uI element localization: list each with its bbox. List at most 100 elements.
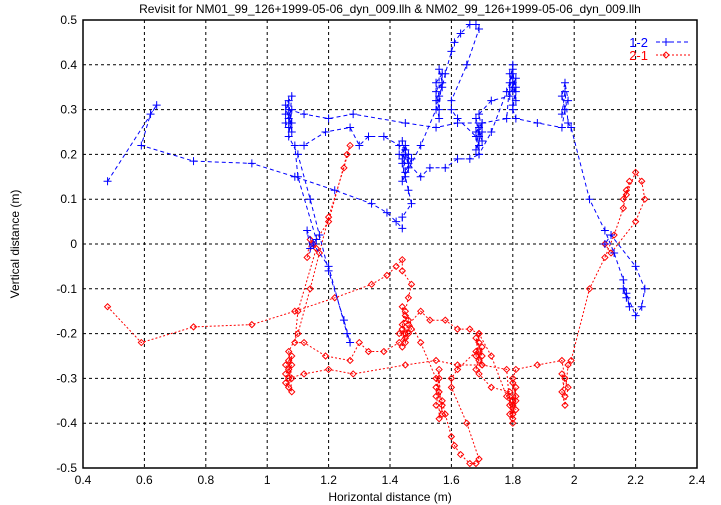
plot-area [103, 20, 649, 468]
data-point-1-2 [379, 132, 388, 141]
x-tick-label: 0.8 [197, 473, 214, 487]
data-point-2-1 [472, 365, 480, 374]
data-point-2-1 [441, 316, 449, 324]
data-point-1-2 [287, 105, 296, 114]
y-tick-label: -0.1 [56, 282, 77, 296]
data-point-1-2 [312, 235, 321, 244]
data-point-2-1 [401, 361, 410, 369]
data-point-1-2 [300, 110, 309, 119]
data-point-1-2 [398, 136, 407, 145]
data-point-2-1 [407, 280, 416, 289]
data-point-2-1 [631, 217, 640, 226]
y-tick-label: 0.3 [60, 103, 77, 117]
data-point-2-1 [512, 392, 520, 401]
series-line-1-2 [107, 24, 646, 343]
data-point-1-2 [564, 119, 573, 128]
x-axis-label: Horizontal distance (m) [328, 490, 451, 504]
y-axis-label: Vertical distance (m) [8, 190, 22, 299]
y-tick-label: -0.4 [56, 416, 77, 430]
y-tick-label: -0.5 [56, 461, 77, 475]
data-point-1-2 [247, 159, 256, 168]
data-point-1-2 [284, 96, 293, 105]
data-point-1-2 [511, 96, 520, 105]
data-point-2-1 [475, 347, 483, 356]
data-point-1-2 [349, 110, 358, 119]
data-point-2-1 [512, 397, 520, 405]
data-point-2-1 [398, 320, 406, 329]
data-point-1-2 [471, 114, 480, 123]
data-point-2-1 [281, 370, 290, 378]
data-point-1-2 [610, 248, 619, 257]
legend-marker-1-2 [662, 38, 670, 46]
data-point-1-2 [401, 119, 410, 128]
data-point-2-1 [509, 415, 517, 423]
data-point-2-1 [288, 374, 296, 383]
data-point-2-1 [432, 356, 440, 365]
data-point-1-2 [557, 123, 566, 132]
data-point-1-2 [462, 60, 471, 69]
data-point-1-2 [324, 114, 333, 123]
data-point-1-2 [471, 20, 480, 29]
data-point-2-1 [441, 410, 449, 418]
data-point-1-2 [502, 87, 511, 96]
data-point-2-1 [355, 338, 364, 347]
x-tick-label: 1.6 [443, 473, 460, 487]
data-point-2-1 [509, 419, 517, 427]
data-point-2-1 [398, 343, 406, 351]
data-point-1-2 [346, 123, 355, 132]
data-point-2-1 [303, 253, 311, 262]
data-point-2-1 [622, 191, 631, 199]
data-point-1-2 [622, 289, 631, 298]
data-point-1-2 [287, 128, 296, 136]
x-tick-label: 0.4 [75, 473, 92, 487]
data-point-2-1 [506, 401, 514, 409]
data-point-2-1 [509, 374, 517, 383]
data-point-2-1 [398, 255, 406, 264]
data-point-2-1 [533, 361, 542, 369]
data-point-2-1 [294, 307, 302, 315]
data-point-1-2 [395, 141, 404, 150]
data-point-1-2 [508, 105, 517, 114]
data-point-2-1 [564, 383, 572, 392]
data-point-1-2 [471, 132, 480, 141]
data-point-2-1 [398, 267, 406, 275]
data-point-1-2 [407, 154, 416, 163]
data-point-1-2 [631, 262, 640, 271]
data-point-1-2 [585, 195, 594, 204]
data-point-1-2 [300, 141, 309, 150]
data-point-1-2 [432, 123, 441, 132]
data-point-2-1 [248, 320, 256, 329]
data-point-1-2 [640, 284, 649, 293]
data-point-2-1 [512, 383, 520, 392]
data-point-1-2 [435, 92, 444, 101]
data-point-2-1 [324, 217, 333, 226]
data-point-2-1 [380, 347, 388, 356]
data-point-1-2 [146, 110, 155, 119]
data-point-1-2 [293, 172, 302, 181]
data-point-1-2 [564, 96, 573, 105]
data-point-2-1 [321, 352, 330, 360]
data-point-1-2 [478, 119, 487, 128]
data-point-2-1 [291, 307, 299, 315]
data-point-2-1 [472, 334, 480, 342]
data-point-1-2 [401, 150, 410, 159]
data-point-1-2 [306, 244, 315, 253]
data-point-1-2 [600, 240, 609, 248]
data-point-2-1 [438, 410, 446, 418]
data-point-2-1 [103, 303, 112, 311]
data-point-2-1 [478, 343, 486, 351]
data-point-2-1 [306, 285, 314, 293]
data-point-1-2 [416, 141, 425, 150]
data-point-2-1 [315, 249, 324, 257]
data-point-1-2 [315, 231, 324, 240]
data-point-2-1 [404, 329, 413, 338]
data-point-1-2 [137, 141, 146, 150]
data-point-1-2 [511, 114, 520, 123]
x-tick-label: 1 [264, 473, 271, 487]
data-point-1-2 [339, 316, 348, 325]
data-point-2-1 [392, 262, 400, 271]
data-point-1-2 [475, 110, 484, 119]
data-point-1-2 [303, 226, 312, 235]
data-point-2-1 [561, 401, 569, 409]
data-point-2-1 [610, 231, 618, 239]
